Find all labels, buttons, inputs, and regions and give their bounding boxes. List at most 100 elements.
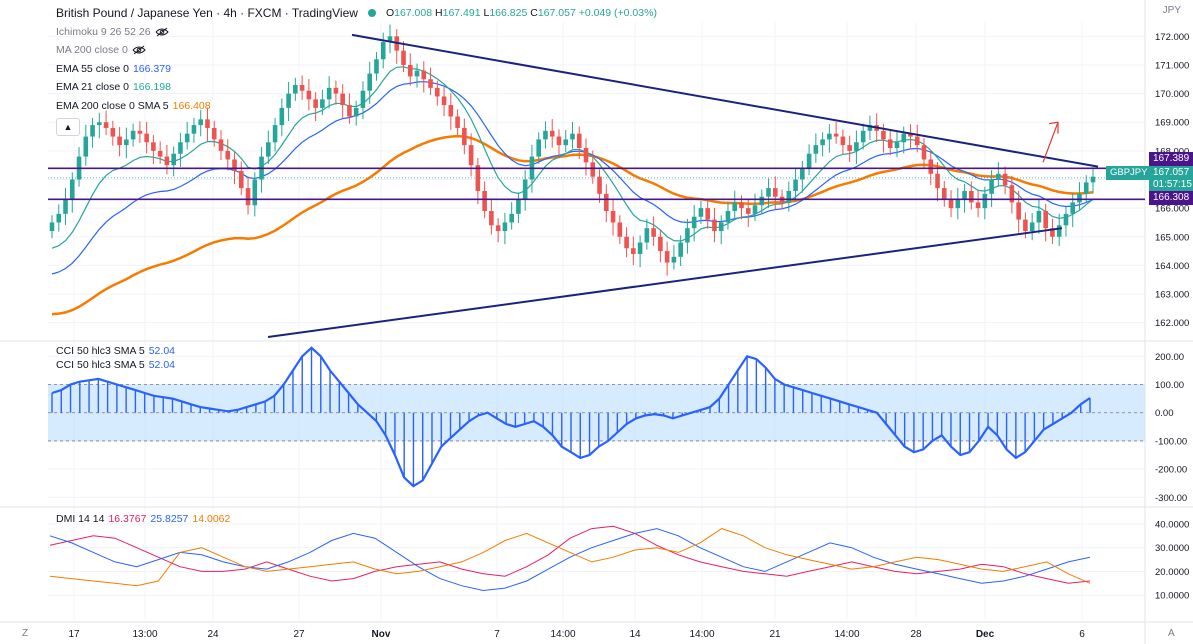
ohlc-values: O167.008 H167.491 L166.825 C167.057 +0.0… xyxy=(385,7,657,19)
time-tick-label: 17 xyxy=(68,629,80,640)
last-price-tag: 167.057 01:57:15 xyxy=(1149,166,1193,191)
collapse-legend-button[interactable]: ▲ xyxy=(56,118,80,136)
candle-body xyxy=(144,133,149,143)
candlesticks xyxy=(49,24,1096,276)
candle-body xyxy=(800,168,805,180)
auto-scale-button[interactable]: A xyxy=(1168,628,1175,639)
candle-body xyxy=(603,193,609,211)
dmi-tick-label: 40.0000 xyxy=(1155,519,1189,530)
candle-body xyxy=(245,188,251,206)
candle-body xyxy=(97,122,102,126)
price-axis[interactable]: 172.000171.000170.000169.000168.000167.0… xyxy=(1155,32,1189,602)
market-status-icon xyxy=(367,9,376,18)
time-tick-label: 14:00 xyxy=(550,629,575,640)
candle-body xyxy=(157,150,163,157)
symbol-badge: GBPJPY xyxy=(1106,166,1152,180)
upper-level-tag: 167.389 xyxy=(1149,152,1193,166)
candle-body xyxy=(421,70,427,80)
candle-body xyxy=(380,42,386,60)
cci-tick-label: 200.00 xyxy=(1155,352,1184,363)
candle-body xyxy=(1009,185,1015,203)
candle-body xyxy=(69,179,75,200)
candle-body xyxy=(1029,222,1035,232)
candle-body xyxy=(448,105,454,117)
candle-body xyxy=(705,208,710,220)
candle-body xyxy=(759,196,765,206)
indicator-ichimoku[interactable]: Ichimoku 9 26 52 26 xyxy=(56,23,657,42)
candle-body xyxy=(685,228,690,243)
upper-trendline xyxy=(351,33,1099,168)
candle-body xyxy=(597,176,602,194)
candle-body xyxy=(313,99,318,108)
candle-body xyxy=(745,208,751,214)
up-arrow-annotation[interactable] xyxy=(1042,121,1059,163)
main-legend: British Pound / Japanese Yen · 4h · FXCM… xyxy=(56,4,657,115)
candle-body xyxy=(1036,211,1042,223)
candle-body xyxy=(414,70,420,77)
candle-body xyxy=(468,145,474,166)
time-tick-label: 7 xyxy=(494,629,500,640)
candle-body xyxy=(766,188,771,197)
ema-200-series xyxy=(51,134,1094,316)
candle-body xyxy=(360,90,366,108)
indicator-ma200[interactable]: MA 200 close 0 xyxy=(56,41,657,60)
candle-body xyxy=(941,188,947,200)
candle-body xyxy=(178,142,183,154)
trendlines[interactable] xyxy=(267,33,1099,338)
candle-body xyxy=(286,93,291,108)
candle-body xyxy=(610,211,616,223)
hidden-eye-icon[interactable] xyxy=(155,27,169,37)
indicator-ema55[interactable]: EMA 55 close 0 166.379 xyxy=(56,62,171,75)
candle-body xyxy=(847,145,852,151)
candle-body xyxy=(83,136,89,157)
currency-label[interactable]: JPY xyxy=(1162,5,1181,16)
time-tick-label: 13:00 xyxy=(132,629,157,640)
price-tick-label: 172.000 xyxy=(1155,32,1189,43)
horizontal-levels[interactable] xyxy=(48,167,1145,201)
candle-body xyxy=(293,85,298,94)
candle-body xyxy=(299,85,305,91)
candle-body xyxy=(536,139,542,157)
candle-body xyxy=(367,73,373,91)
candle-body xyxy=(482,190,487,211)
indicator-ema200[interactable]: EMA 200 close 0 SMA 5 166.408 xyxy=(56,99,211,112)
candle-body xyxy=(333,87,339,94)
candle-body xyxy=(225,150,231,160)
candle-body xyxy=(827,133,832,140)
cci-tick-label: -100.00 xyxy=(1155,436,1187,447)
candle-body xyxy=(955,199,961,209)
time-tick-label: Nov xyxy=(372,629,391,640)
hidden-eye-icon[interactable] xyxy=(132,45,146,55)
candle-body xyxy=(752,205,758,214)
candle-body xyxy=(806,153,812,169)
candle-body xyxy=(651,228,656,237)
price-tick-label: 171.000 xyxy=(1155,60,1189,71)
adx-line xyxy=(49,528,1091,587)
candle-body xyxy=(252,179,258,206)
price-tick-label: 169.000 xyxy=(1155,118,1189,129)
cci-tick-label: -300.00 xyxy=(1155,493,1187,504)
time-tick-label: 28 xyxy=(910,629,922,640)
candle-body xyxy=(205,119,210,128)
candle-body xyxy=(401,50,406,65)
time-axis[interactable]: 17 13:00 24 27 Nov 7 14:00 14 14:00 21 14:00 28 Dec 6 xyxy=(68,629,1085,640)
candle-body xyxy=(732,202,738,211)
candle-body xyxy=(353,107,359,117)
indicator-ema21[interactable]: EMA 21 close 0 166.198 xyxy=(56,81,171,93)
candle-body xyxy=(793,179,798,191)
candle-body xyxy=(772,188,778,197)
timezone-button[interactable]: Z xyxy=(22,628,29,639)
candle-body xyxy=(124,139,129,146)
candle-body xyxy=(617,222,623,237)
candle-body xyxy=(374,59,379,74)
candle-body xyxy=(813,145,819,154)
candle-body xyxy=(184,133,190,143)
lower-level-tag: 166.308 xyxy=(1149,191,1193,205)
candle-body xyxy=(549,130,555,137)
candle-body xyxy=(901,133,907,143)
dmi-lines xyxy=(49,525,1091,592)
candle-body xyxy=(678,242,683,257)
candle-body xyxy=(272,125,278,143)
